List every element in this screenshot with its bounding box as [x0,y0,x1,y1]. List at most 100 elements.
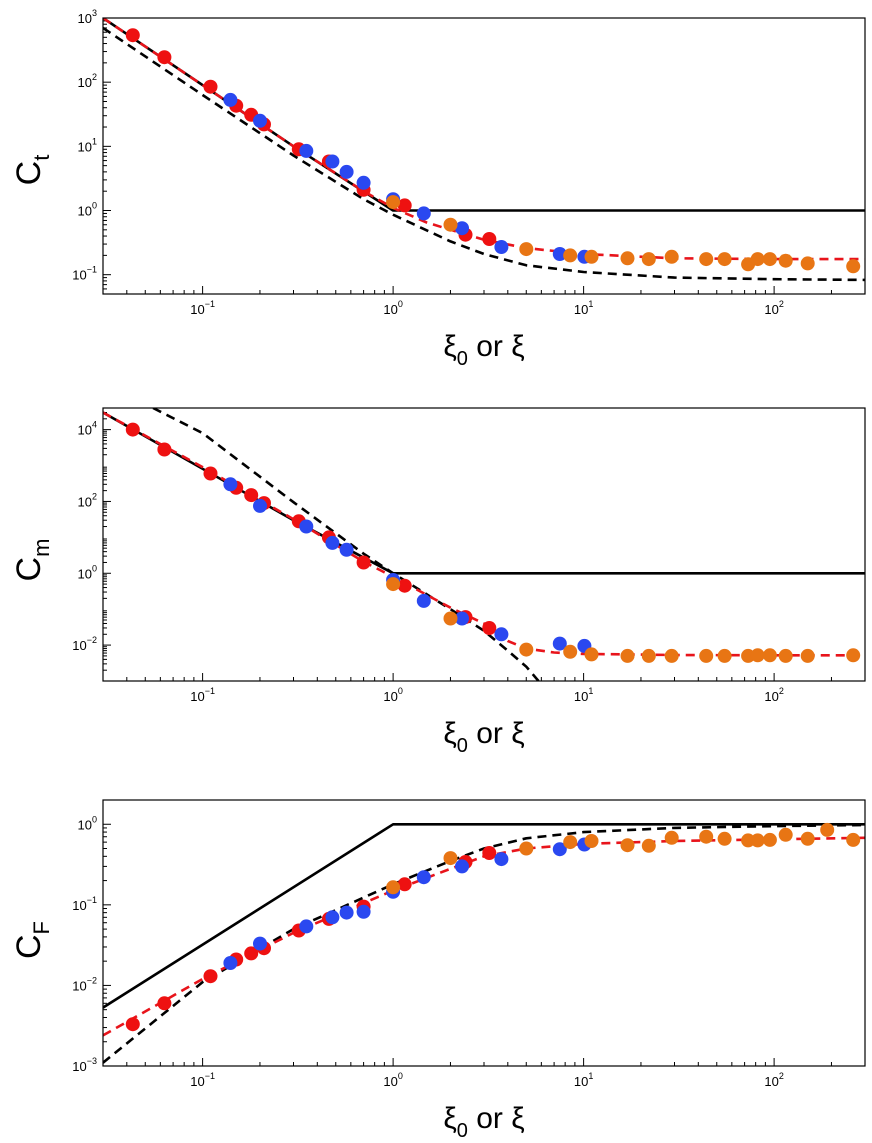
chart-1-line-dashed-red [103,18,865,261]
chart-3-points [125,822,861,1032]
chart-2-point-blue [339,542,354,557]
chart-2-point-blue [223,477,238,492]
chart-1-point-orange [778,253,793,268]
chart-2-y-axis-label: Cm [10,539,54,582]
chart-1-y-tick-label: 10−1 [72,265,97,283]
chart-3-point-blue [253,936,267,951]
chart-3-y-axis-label: CF [10,921,54,959]
chart-3-point-orange [519,841,534,856]
chart-3-point-orange [620,838,635,853]
chart-2-line-dashed-red [103,411,865,657]
chart-2-point-orange [778,648,793,663]
chart-2-y-tick-label: 102 [78,491,97,509]
chart-1-point-orange [762,252,777,267]
chart-2-frame [102,407,866,682]
chart-3-point-blue [325,910,340,925]
chart-2-point-orange [699,648,714,663]
chart-1-point-blue [455,221,469,236]
chart-1-x-tick-label: 10−1 [190,299,215,317]
chart-2-point-orange [386,577,401,592]
chart-2-point-orange [519,642,534,657]
chart-1-point-red [125,28,140,43]
chart-1-point-orange [750,252,765,267]
chart-1-point-blue [552,247,567,261]
chart-1: 10−1 100 101 102 10−1 100 101 102 103 ξ0 or ξ Ct [10,8,866,370]
chart-3-line-dashed-black [103,823,865,1064]
chart-2: 10−1 100 101 102 10−2 100 102 104 ξ0 or ξ Cm [10,407,866,757]
chart-2-point-orange [717,648,732,663]
chart-1-point-blue [416,206,431,221]
chart-3-point-orange [750,833,765,848]
chart-1-y-tick-label: 102 [78,72,97,90]
chart-2-point-blue [494,627,509,642]
chart-2-minor-ticks [103,411,832,681]
chart-1-x-axis-label: ξ0 or ξ [443,330,524,370]
chart-3-point-orange [699,829,714,844]
chart-1-y-tick-label: 100 [78,201,97,219]
chart-3-x-axis-label: ξ0 or ξ [443,1102,524,1142]
chart-2-y-tick-label: 100 [78,563,97,581]
chart-1-point-orange [800,256,815,271]
chart-3-point-orange [741,833,756,848]
chart-3-x-tick-label: 10−1 [190,1071,215,1089]
chart-1-point-red [203,79,218,94]
chart-1-points [125,28,861,274]
chart-3-y-tick-label: 10−2 [72,975,97,993]
chart-1-point-red [482,232,497,246]
chart-3-line-solid-black [103,822,865,1009]
chart-2-point-orange [762,648,777,663]
chart-3-point-orange [717,831,732,846]
chart-3-x-tick-label: 100 [383,1071,402,1089]
chart-1-point-blue [223,92,238,107]
chart-1-point-orange [584,249,599,264]
chart-3-point-red [482,846,497,860]
chart-1-point-orange [846,259,861,274]
chart-3-point-red [397,877,412,892]
chart-3-point-red [203,969,218,984]
chart-2-point-orange [750,648,765,663]
chart-3-point-red [157,996,172,1011]
chart-3-point-orange [664,830,679,845]
chart-3-point-orange [641,838,656,853]
chart-1-frame [102,17,866,295]
chart-2-line-dashed-black [152,408,540,681]
chart-3-point-blue [552,842,567,857]
chart-3-point-blue [223,956,238,970]
chart-1-minor-ticks [103,20,832,294]
chart-2-x-tick-label: 10−1 [190,686,215,704]
chart-2-point-orange [664,648,679,663]
chart-2-point-blue [552,636,567,651]
chart-1-point-orange [699,252,714,267]
chart-1-point-blue [299,143,314,158]
chart-2-point-red [397,578,412,593]
chart-2-point-orange [563,644,578,659]
chart-2-point-blue [455,611,469,626]
chart-3-point-blue [356,904,371,919]
chart-3-point-blue [299,919,314,934]
chart-1-point-orange [519,242,534,257]
chart-2-x-tick-label: 102 [764,686,783,704]
chart-3-point-orange [846,832,861,847]
chart-3-point-red [244,946,259,961]
chart-2-point-blue [325,535,340,550]
chart-1-x-tick-label: 100 [383,299,402,317]
chart-3-lines [103,822,865,1064]
chart-3-y-tick-label: 100 [78,814,97,832]
chart-2-y-tick-label: 10−2 [72,635,97,653]
chart-1-x-tick-label: 101 [574,299,593,317]
chart-2-lines [103,408,865,681]
chart-2-points [125,422,861,663]
chart-2-y-tick-label: 104 [78,420,97,438]
chart-3: 10−1 100 101 102 10−3 10−2 10−1 100 ξ0 or ξ CF [10,799,866,1142]
chart-3-y-tick-label: 10−3 [72,1056,97,1074]
chart-1-y-tick-label: 101 [78,136,97,154]
chart-3-point-blue [339,905,354,920]
chart-1-point-orange [664,249,679,264]
chart-3-x-tick-label: 102 [764,1071,783,1089]
chart-2-point-blue [253,498,267,513]
chart-3-point-orange [820,822,835,837]
chart-2-point-red [244,488,259,503]
chart-2-point-red [203,466,218,481]
chart-3-point-orange [563,835,578,850]
chart-3-point-orange [386,880,401,895]
